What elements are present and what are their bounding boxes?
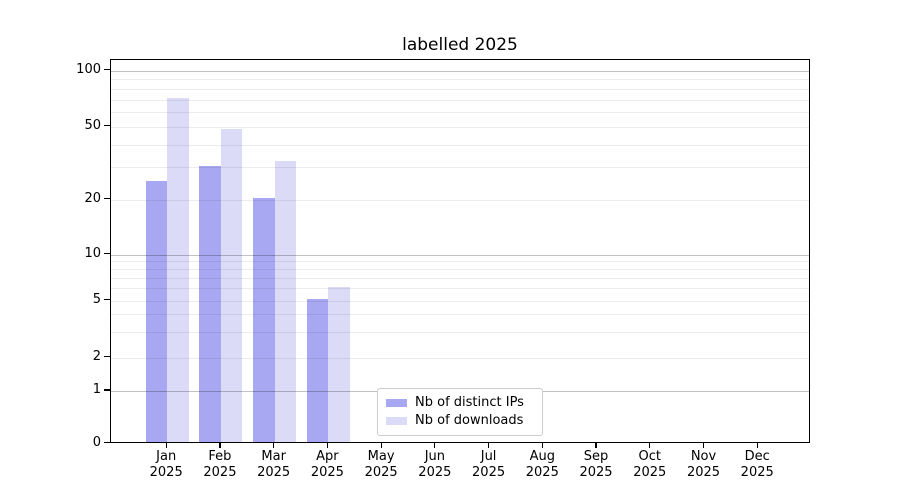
y-axis-tick [104, 252, 110, 255]
x-axis-tick [702, 443, 705, 448]
y-tick-label: 5 [92, 291, 101, 307]
legend-label-distinct-ips: Nb of distinct IPs [415, 395, 524, 410]
minor-gridline [111, 99, 809, 101]
x-axis-tick [326, 443, 328, 448]
y-tick-label: 100 [76, 61, 101, 77]
minor-gridline [111, 288, 809, 290]
minor-gridline [111, 269, 809, 271]
legend: Nb of distinct IPs Nb of downloads [377, 388, 543, 436]
minor-gridline [111, 332, 809, 334]
chart-title: labelled 2025 [402, 35, 518, 55]
bar-distinct-ips [253, 198, 275, 442]
x-axis-tick [756, 443, 758, 448]
bar-distinct-ips [199, 166, 221, 442]
minor-gridline [111, 278, 809, 280]
x-tick-label: Jan 2025 [149, 449, 183, 480]
legend-item-distinct-ips: Nb of distinct IPs [386, 394, 534, 412]
legend-swatch-distinct-ips-icon [386, 399, 407, 407]
plot-area [110, 59, 810, 443]
y-axis-tick [104, 125, 110, 127]
x-axis-tick [165, 443, 167, 448]
x-tick-label: Jul 2025 [472, 449, 506, 480]
x-axis-tick [541, 443, 543, 448]
bar-downloads [167, 98, 189, 442]
x-axis-tick [649, 443, 651, 448]
y-axis-tick [104, 441, 110, 444]
bar-downloads [274, 160, 297, 442]
legend-item-downloads: Nb of downloads [386, 412, 534, 430]
minor-gridline [111, 79, 809, 81]
x-axis-tick [434, 443, 436, 448]
minor-gridline [111, 357, 809, 359]
major-gridline [111, 70, 809, 72]
x-axis-tick [219, 443, 221, 448]
minor-gridline [111, 261, 809, 263]
x-axis-tick [595, 443, 597, 448]
bar-distinct-ips [306, 299, 329, 442]
x-tick-label: Apr 2025 [310, 449, 344, 480]
y-tick-label: 20 [84, 190, 101, 206]
x-tick-label: Mar 2025 [257, 449, 291, 480]
minor-gridline [111, 88, 809, 90]
major-gridline [111, 254, 809, 256]
x-axis-tick [487, 443, 490, 448]
legend-label-downloads: Nb of downloads [415, 413, 524, 428]
x-tick-label: Oct 2025 [633, 449, 667, 480]
x-tick-label: May 2025 [364, 449, 398, 480]
x-tick-label: Feb 2025 [203, 449, 237, 480]
bar-downloads [328, 286, 350, 442]
x-tick-label: Dec 2025 [740, 449, 774, 480]
bar-distinct-ips [145, 180, 168, 442]
y-axis-tick [104, 355, 110, 358]
legend-swatch-downloads-icon [386, 417, 407, 425]
y-axis-tick [104, 389, 110, 391]
minor-gridline [111, 300, 809, 302]
bar-downloads [220, 128, 243, 442]
y-tick-label: 10 [84, 245, 101, 261]
x-axis-tick [380, 443, 382, 448]
minor-gridline [111, 112, 809, 114]
y-axis-tick [104, 198, 110, 200]
x-tick-label: Jun 2025 [418, 449, 452, 480]
y-tick-label: 1 [92, 382, 101, 397]
x-tick-label: Nov 2025 [686, 449, 721, 480]
x-tick-label: Aug 2025 [525, 449, 559, 480]
x-axis-tick [273, 443, 275, 448]
y-tick-label: 50 [84, 117, 101, 133]
minor-gridline [111, 199, 809, 201]
y-tick-label: 0 [92, 434, 101, 450]
y-axis-tick [104, 69, 110, 71]
y-axis-tick [104, 298, 110, 301]
minor-gridline [111, 314, 809, 316]
y-tick-label: 2 [92, 348, 101, 364]
minor-gridline [111, 126, 809, 128]
x-tick-label: Sep 2025 [579, 449, 613, 480]
minor-gridline [111, 167, 809, 169]
minor-gridline [111, 144, 809, 146]
